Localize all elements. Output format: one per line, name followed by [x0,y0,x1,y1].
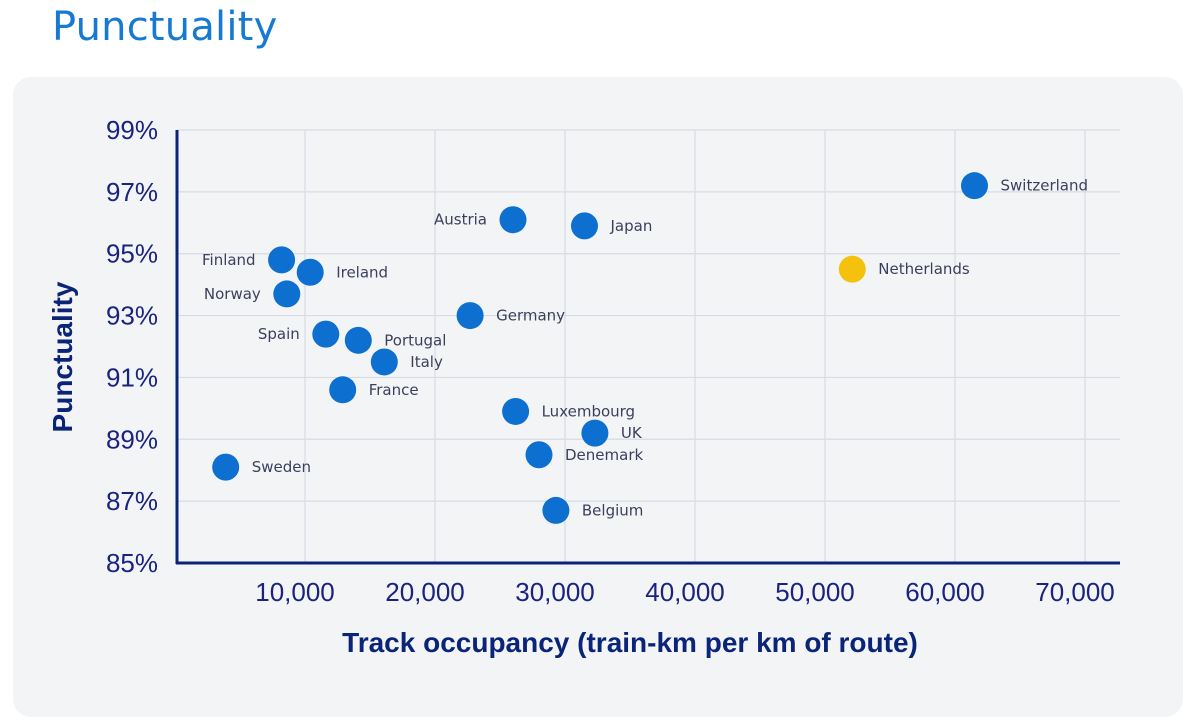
y-tick-label: 85% [106,548,158,578]
y-tick-label: 91% [106,362,158,392]
grid-layer [177,129,1120,563]
point-label: Luxembourg [542,402,636,420]
data-point [296,258,324,286]
chart-panel [13,77,1183,717]
point-label: Ireland [336,263,388,281]
y-tick-label: 99% [106,115,158,145]
point-label: Netherlands [878,260,970,278]
data-point [961,172,988,200]
x-tick-label: 20,000 [385,577,465,607]
point-label: UK [621,424,643,442]
point-label: Finland [202,251,256,269]
data-point [571,212,598,240]
y-tick-label: 97% [106,177,158,207]
point-label: Italy [410,353,443,371]
y-tick-label: 95% [106,239,158,269]
point-label: Sweden [252,458,311,476]
x-tick-label: 10,000 [255,577,335,607]
x-tick-label: 30,000 [515,577,595,607]
data-point [502,397,530,425]
x-axis-title: Track occupancy (train-km per km of rout… [342,627,918,658]
x-tick-label: 50,000 [775,577,855,607]
data-point [581,419,609,447]
data-point [312,320,340,348]
data-point [525,441,553,469]
data-point [329,376,357,404]
data-point [370,348,398,376]
data-point [268,246,296,274]
x-tick-label: 60,000 [905,577,985,607]
point-label: Switzerland [1001,177,1089,195]
data-point [273,280,301,308]
point-label: Spain [258,325,300,343]
point-label: Norway [204,285,261,303]
x-tick-label: 40,000 [645,577,725,607]
point-label: Belgium [582,501,644,519]
page-title: Punctuality [52,4,278,50]
data-points: Switzerland Austria Japan Finland Ireland Net… [202,172,1088,524]
point-label: Denemark [565,446,643,464]
data-point [542,496,570,524]
point-label: France [369,381,419,399]
data-point [212,453,240,481]
y-tick-label: 93% [106,301,158,331]
data-point [838,255,866,283]
point-label: Portugal [384,331,446,349]
point-label: Germany [496,307,565,325]
x-tick-label: 70,000 [1035,577,1115,607]
data-point [456,302,484,330]
y-tick-label: 89% [106,424,158,454]
y-axis-title: Punctuality [47,281,78,432]
data-point [344,326,372,354]
y-tick-label: 87% [106,486,158,516]
data-point [499,206,527,234]
point-label: Japan [610,217,653,235]
tick-labels: 85% 87% 89% 91% 93% 95% 97% 99% 10,000 20,000 30,0… [106,115,1115,607]
point-label: Austria [434,211,487,229]
axes [175,130,1120,565]
